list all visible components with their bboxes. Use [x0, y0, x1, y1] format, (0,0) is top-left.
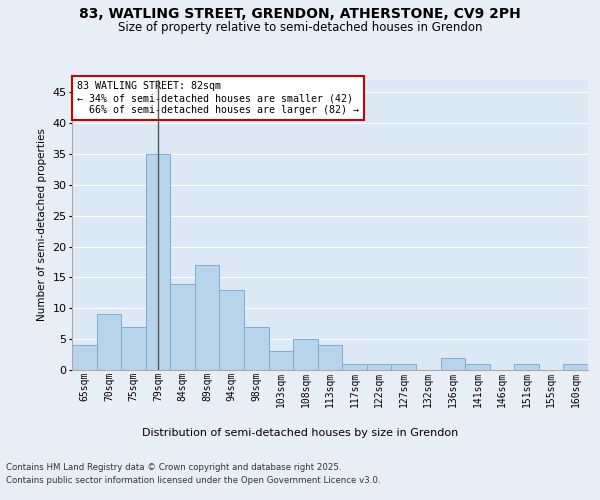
Bar	[342, 364, 367, 370]
Bar	[465, 364, 490, 370]
Text: 83, WATLING STREET, GRENDON, ATHERSTONE, CV9 2PH: 83, WATLING STREET, GRENDON, ATHERSTONE,…	[79, 8, 521, 22]
Bar	[97, 314, 121, 370]
Bar	[514, 364, 539, 370]
Bar	[146, 154, 170, 370]
Bar	[293, 339, 318, 370]
Bar	[121, 327, 146, 370]
Text: 83 WATLING STREET: 82sqm
← 34% of semi-detached houses are smaller (42)
  66% of: 83 WATLING STREET: 82sqm ← 34% of semi-d…	[77, 82, 359, 114]
Bar	[170, 284, 195, 370]
Bar	[195, 265, 220, 370]
Bar	[244, 327, 269, 370]
Bar	[440, 358, 465, 370]
Bar	[563, 364, 588, 370]
Bar	[72, 346, 97, 370]
Bar	[391, 364, 416, 370]
Bar	[318, 346, 342, 370]
Text: Contains HM Land Registry data © Crown copyright and database right 2025.: Contains HM Land Registry data © Crown c…	[6, 462, 341, 471]
Bar	[367, 364, 391, 370]
Y-axis label: Number of semi-detached properties: Number of semi-detached properties	[37, 128, 47, 322]
Bar	[269, 352, 293, 370]
Bar	[220, 290, 244, 370]
Text: Contains public sector information licensed under the Open Government Licence v3: Contains public sector information licen…	[6, 476, 380, 485]
Text: Distribution of semi-detached houses by size in Grendon: Distribution of semi-detached houses by …	[142, 428, 458, 438]
Text: Size of property relative to semi-detached houses in Grendon: Size of property relative to semi-detach…	[118, 21, 482, 34]
